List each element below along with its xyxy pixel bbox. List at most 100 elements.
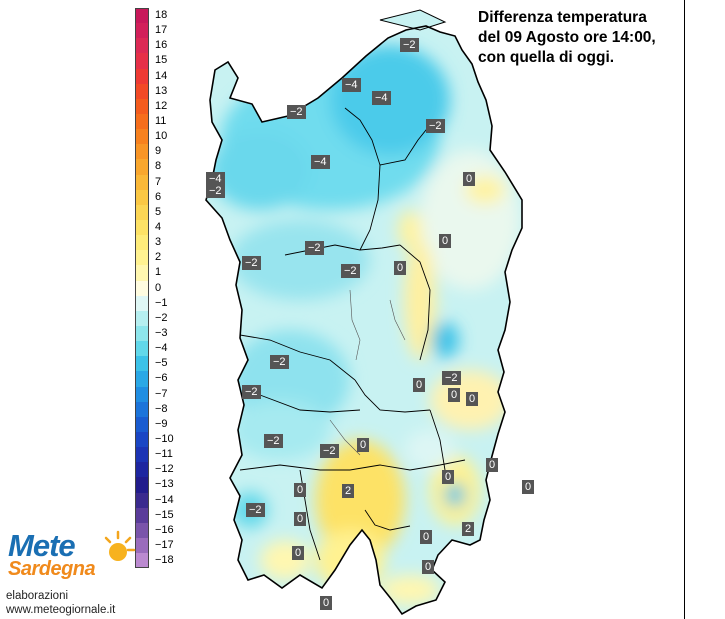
map-value-label: 0 [394,261,407,275]
legend-swatch [135,401,149,417]
legend-row: 14 [135,68,175,84]
logo-text-mete: Mete [8,528,76,563]
legend-row: 7 [135,174,175,190]
legend-label: 10 [155,130,168,143]
legend-label: −17 [155,538,174,551]
sardinia-map [205,9,523,616]
legend-label: 16 [155,39,168,52]
map-value-label: −4 [342,78,361,92]
map-value-label: 0 [448,388,461,402]
map-value-label: 0 [486,458,499,472]
coastline [205,25,523,616]
map-value-label: −2 [264,434,283,448]
legend-row: −2 [135,310,175,326]
legend-label: 8 [155,160,162,173]
legend-row: −18 [135,553,175,569]
legend-swatch [135,265,149,281]
title-line-3: con quella di oggi. [478,49,615,66]
legend-row: 6 [135,189,175,205]
legend-label: 17 [155,24,168,37]
legend-row: 12 [135,98,175,114]
legend-label: 0 [155,281,162,294]
legend-label: −14 [155,493,174,506]
legend-swatch [135,522,149,538]
legend-row: −12 [135,462,175,478]
legend-label: −3 [155,326,168,339]
map-value-label: 0 [422,560,435,574]
legend-swatch [135,53,149,69]
legend-label: −6 [155,372,168,385]
legend-label: −2 [155,311,168,324]
legend-label: 12 [155,99,168,112]
map-value-label: 0 [413,378,426,392]
legend-row: 16 [135,38,175,54]
map-value-label: 0 [442,470,455,484]
legend-label: −7 [155,387,168,400]
legend-swatch [135,295,149,311]
map-value-label: −2 [442,371,461,385]
legend-row: −11 [135,447,175,463]
map-value-label: −2 [287,105,306,119]
legend-label: −16 [155,523,174,536]
legend-row: 2 [135,250,175,266]
map-title: Differenza temperatura del 09 Agosto ore… [478,8,678,68]
map-value-label: −2 [426,119,445,133]
map-value-label: 0 [320,596,333,610]
map-value-label: −4 [311,155,330,169]
legend-row: −13 [135,477,175,493]
legend-label: 6 [155,190,162,203]
legend-row: −6 [135,371,175,387]
legend-swatch [135,189,149,205]
legend-swatch [135,98,149,114]
map-value-label: 0 [294,483,307,497]
legend-label: 15 [155,54,168,67]
legend-row: −10 [135,431,175,448]
legend-label: 11 [155,114,167,127]
sun-icon [104,530,136,561]
map-value-label: 2 [342,484,355,498]
credit-website-link[interactable]: www.meteogiornale.it [6,604,116,616]
inner-lines [329,289,406,456]
map-value-label: 0 [357,438,370,452]
legend-row: 1 [135,265,175,281]
map-value-label: −2 [242,256,261,270]
legend-swatch [135,386,149,402]
legend-label: 14 [155,69,168,82]
legend-label: 4 [155,220,162,233]
legend-swatch [135,159,149,175]
legend-row: −7 [135,386,175,402]
legend-swatch [135,174,149,190]
title-line-1: Differenza temperatura [478,9,647,26]
legend-row: 18 [135,8,175,24]
legend-label: −11 [155,448,173,461]
credit-line-1: elaborazioni [6,590,69,602]
temperature-field [206,26,522,614]
legend-label: −12 [155,463,174,476]
legend-row: −14 [135,492,175,508]
legend-row: −4 [135,341,175,357]
legend-row: 13 [135,83,175,99]
legend-row: 9 [135,144,175,160]
legend-row: −17 [135,537,175,554]
map-value-label: −2 [246,503,265,517]
legend-row: 15 [135,53,175,69]
legend-swatch [135,38,149,54]
legend-swatch [135,341,149,357]
legend-label: 5 [155,205,162,218]
legend-swatch [135,219,149,236]
legend-swatch [135,371,149,387]
map-value-label: −4 [206,172,225,186]
legend-row: −16 [135,522,175,538]
legend-swatch [135,325,149,342]
legend-swatch [135,507,149,523]
legend-row: 17 [135,23,175,39]
map-value-label: 2 [462,522,475,536]
legend-label: −9 [155,417,168,430]
legend-row: −5 [135,356,175,372]
legend-row: −15 [135,507,175,523]
legend-label: 3 [155,236,162,249]
legend-row: 0 [135,280,175,296]
legend-row: −3 [135,325,175,342]
legend-row: 8 [135,159,175,175]
legend-label: 13 [155,84,168,97]
